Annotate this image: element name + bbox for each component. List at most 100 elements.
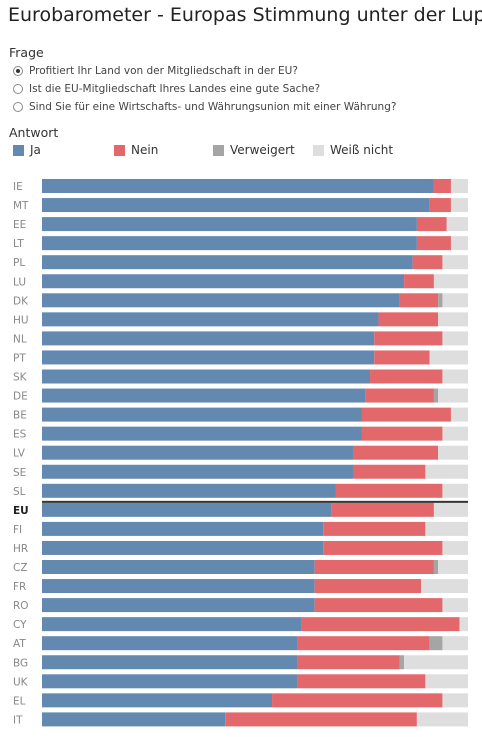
bar-de-3[interactable] xyxy=(438,388,468,403)
bar-cz-3[interactable] xyxy=(438,560,468,574)
bar-mt-0[interactable] xyxy=(42,198,430,213)
bar-de-0[interactable] xyxy=(42,388,366,403)
bar-pl-1[interactable] xyxy=(412,255,443,270)
bar-pl-0[interactable] xyxy=(42,255,413,270)
legend-item-weiss-nicht[interactable]: Weiß nicht xyxy=(313,143,393,157)
bar-at-0[interactable] xyxy=(42,636,298,651)
bar-at-3[interactable] xyxy=(442,636,468,651)
bar-pt-3[interactable] xyxy=(429,350,468,365)
bar-de-1[interactable] xyxy=(365,388,434,403)
bar-el-0[interactable] xyxy=(42,693,273,708)
bar-pl-3[interactable] xyxy=(442,255,468,270)
bar-fr-0[interactable] xyxy=(42,579,315,594)
bar-uk-1[interactable] xyxy=(297,674,426,689)
bar-lv-3[interactable] xyxy=(438,445,468,460)
bar-it-3[interactable] xyxy=(416,712,468,727)
bar-cz-2[interactable] xyxy=(433,560,439,574)
bar-fi-3[interactable] xyxy=(425,521,468,536)
question-option-currency-union[interactable]: Sind Sie für eine Wirtschafts- und Währu… xyxy=(13,99,396,115)
bar-sl-0[interactable] xyxy=(42,483,336,498)
bar-bg-2[interactable] xyxy=(399,655,405,670)
bar-dk-2[interactable] xyxy=(438,293,443,308)
bar-dk-0[interactable] xyxy=(42,293,400,308)
bar-es-0[interactable] xyxy=(42,426,362,441)
bar-dk-1[interactable] xyxy=(399,293,439,308)
bar-hu-0[interactable] xyxy=(42,312,379,327)
bar-pt-0[interactable] xyxy=(42,350,375,365)
bar-uk-3[interactable] xyxy=(425,674,468,689)
bar-sl-3[interactable] xyxy=(442,483,468,498)
bar-ie-3[interactable] xyxy=(450,179,468,193)
bar-el-1[interactable] xyxy=(272,693,443,708)
bar-es-3[interactable] xyxy=(442,426,468,441)
bar-hr-1[interactable] xyxy=(323,540,443,555)
bar-bg-3[interactable] xyxy=(404,655,468,670)
bar-nl-0[interactable] xyxy=(42,331,375,346)
bar-lu-3[interactable] xyxy=(433,274,468,289)
bar-nl-1[interactable] xyxy=(374,331,443,346)
bar-hr-3[interactable] xyxy=(442,540,468,555)
bar-lt-1[interactable] xyxy=(416,236,451,251)
bar-lv-1[interactable] xyxy=(352,445,439,460)
bar-be-1[interactable] xyxy=(361,407,451,422)
legend-item-ja[interactable]: Ja xyxy=(13,143,41,157)
bar-fi-1[interactable] xyxy=(323,521,426,536)
bar-cy-1[interactable] xyxy=(301,617,460,632)
bar-sl-1[interactable] xyxy=(335,483,443,498)
bar-lu-1[interactable] xyxy=(404,274,434,289)
bar-cy-3[interactable] xyxy=(459,617,468,632)
bar-bg-0[interactable] xyxy=(42,655,298,670)
bar-cz-0[interactable] xyxy=(42,560,315,574)
bar-se-1[interactable] xyxy=(352,464,426,479)
bar-sk-3[interactable] xyxy=(442,369,468,384)
bar-uk-0[interactable] xyxy=(42,674,298,689)
bar-lt-3[interactable] xyxy=(450,236,468,251)
legend-item-verweigert[interactable]: Verweigert xyxy=(213,143,295,157)
bar-eu-0[interactable] xyxy=(42,502,332,517)
question-option-good-thing[interactable]: Ist die EU-Mitgliedschaft Ihres Landes e… xyxy=(13,81,320,97)
bar-sk-0[interactable] xyxy=(42,369,371,384)
bar-cy-0[interactable] xyxy=(42,617,302,632)
bar-cz-1[interactable] xyxy=(314,560,434,574)
bar-be-0[interactable] xyxy=(42,407,362,422)
bar-de-2[interactable] xyxy=(433,388,439,403)
bar-lt-0[interactable] xyxy=(42,236,417,251)
bar-ee-1[interactable] xyxy=(416,217,447,232)
bar-dk-3[interactable] xyxy=(442,293,468,308)
radio-icon[interactable] xyxy=(13,84,23,94)
bar-es-1[interactable] xyxy=(361,426,443,441)
bar-it-0[interactable] xyxy=(42,712,226,727)
bar-nl-3[interactable] xyxy=(442,331,468,346)
radio-icon[interactable] xyxy=(13,102,23,112)
bar-lv-0[interactable] xyxy=(42,445,353,460)
bar-it-1[interactable] xyxy=(225,712,417,727)
bar-ie-0[interactable] xyxy=(42,179,434,193)
bar-sk-1[interactable] xyxy=(370,369,443,384)
bar-fr-1[interactable] xyxy=(314,579,422,594)
bar-mt-1[interactable] xyxy=(429,198,451,213)
bar-ee-3[interactable] xyxy=(446,217,468,232)
legend-item-nein[interactable]: Nein xyxy=(114,143,158,157)
bar-fr-3[interactable] xyxy=(421,579,468,594)
bar-bg-1[interactable] xyxy=(297,655,400,670)
bar-hu-3[interactable] xyxy=(438,312,468,327)
bar-se-3[interactable] xyxy=(425,464,468,479)
radio-selected-icon[interactable] xyxy=(13,66,23,76)
question-option-benefit[interactable]: Profitiert Ihr Land von der Mitgliedscha… xyxy=(13,63,298,79)
bar-at-1[interactable] xyxy=(297,636,430,651)
bar-se-0[interactable] xyxy=(42,464,353,479)
bar-lu-0[interactable] xyxy=(42,274,405,289)
bar-ee-0[interactable] xyxy=(42,217,417,232)
bar-hr-0[interactable] xyxy=(42,540,324,555)
bar-el-3[interactable] xyxy=(442,693,468,708)
bar-be-3[interactable] xyxy=(450,407,468,422)
bar-fi-0[interactable] xyxy=(42,521,324,536)
bar-hu-1[interactable] xyxy=(378,312,439,327)
bar-ro-3[interactable] xyxy=(442,598,468,613)
bar-eu-3[interactable] xyxy=(433,502,468,517)
bar-eu-1[interactable] xyxy=(331,502,434,517)
bar-mt-3[interactable] xyxy=(450,198,468,213)
bar-pt-1[interactable] xyxy=(374,350,430,365)
bar-ro-1[interactable] xyxy=(314,598,443,613)
bar-ro-0[interactable] xyxy=(42,598,315,613)
